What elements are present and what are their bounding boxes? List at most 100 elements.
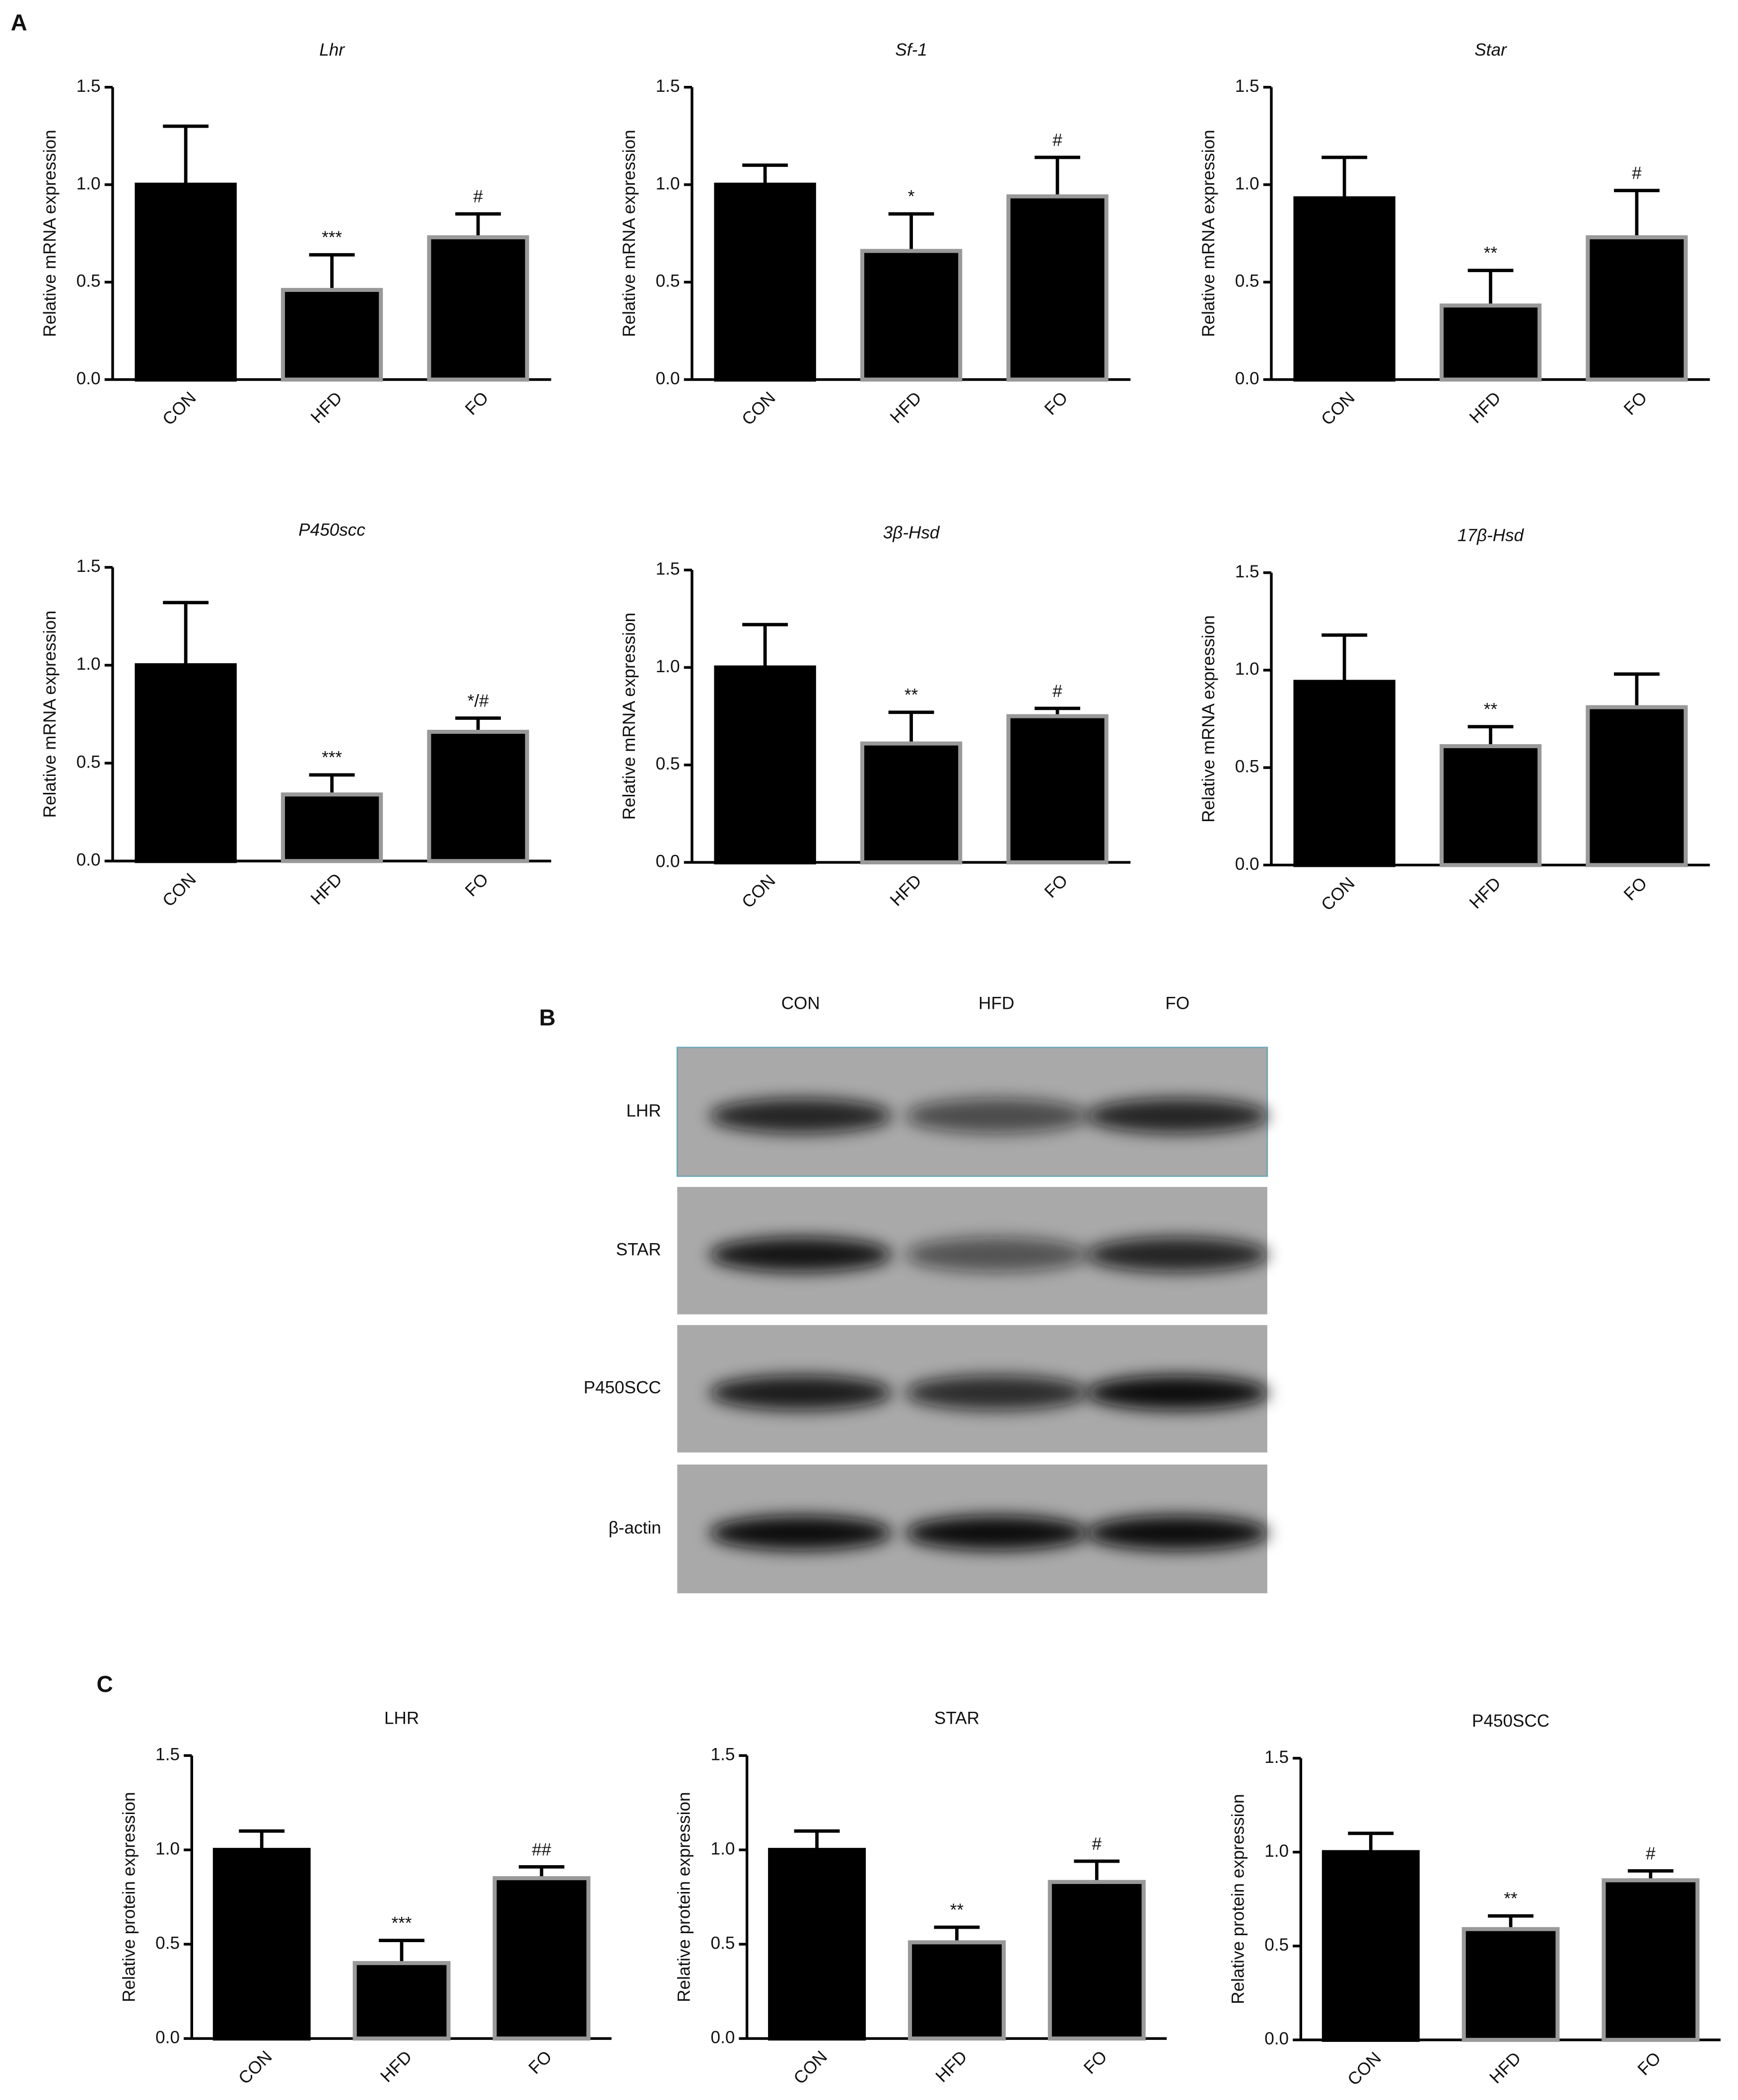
x-tick-label: HFD (307, 388, 346, 427)
y-tick-label: 0.5 (711, 1933, 735, 1953)
blot-band (709, 1375, 892, 1410)
y-tick-label: 1.0 (155, 1839, 180, 1858)
y-tick-label: 1.5 (1235, 76, 1259, 96)
y-tick-label: 0.0 (711, 2028, 735, 2047)
bar (1461, 1927, 1560, 2042)
bar (280, 792, 383, 863)
blot-band (1086, 1375, 1269, 1410)
y-tick-label: 0.5 (76, 272, 101, 291)
x-tick-label: FO (1080, 2047, 1111, 2078)
y-tick-label: 1.0 (76, 174, 101, 193)
significance-label: ** (904, 686, 918, 705)
y-tick-label: 0.5 (155, 1933, 180, 1953)
x-tick-label: CON (1318, 874, 1359, 915)
y-axis-label: Relative protein expression (675, 1792, 694, 2002)
y-axis-label: Relative mRNA expression (620, 613, 639, 820)
bar-chart: STAR Relative protein expression 0.0 0.5 1.0… (675, 1709, 1167, 2088)
x-tick-label: HFD (886, 871, 925, 910)
y-tick-label: 0.0 (1235, 369, 1259, 388)
y-tick-label: 0.5 (1235, 757, 1259, 776)
western-blot: CON HFD FO LHR STAR P450SCC β-actin (584, 994, 1269, 1594)
y-tick-label: 1.5 (711, 1745, 735, 1764)
bar (212, 1848, 311, 2041)
y-tick-label: 0.5 (76, 752, 101, 771)
significance-label: # (1052, 131, 1062, 150)
y-tick-label: 1.5 (656, 559, 680, 578)
x-tick-label: CON (790, 2047, 831, 2088)
y-axis-label: Relative mRNA expression (40, 611, 60, 818)
y-tick-label: 0.5 (656, 272, 680, 291)
y-tick-label: 0.0 (656, 851, 680, 871)
chart-title: STAR (934, 1709, 979, 1728)
y-axis-label: Relative mRNA expression (1199, 615, 1218, 823)
x-tick-label: HFD (1465, 388, 1505, 427)
y-tick-label: 0.0 (155, 2028, 180, 2047)
chart-title: P450scc (298, 520, 365, 540)
significance-label: *** (322, 748, 342, 768)
x-tick-label: FO (525, 2047, 556, 2078)
bar (135, 182, 237, 382)
significance-label: # (1646, 1844, 1656, 1863)
y-tick-label: 0.0 (1264, 2029, 1289, 2048)
bar (1047, 1880, 1146, 2041)
blot-band (709, 1515, 892, 1550)
bar-chart: LHR Relative protein expression 0.0 0.5 1.0 1… (119, 1709, 612, 2088)
y-tick-label: 1.0 (1235, 174, 1259, 193)
blot-band (905, 1098, 1088, 1133)
panel-label: B (539, 1004, 556, 1030)
bar (1439, 303, 1542, 382)
bar (1293, 680, 1395, 867)
significance-label: * (908, 187, 915, 207)
bar (427, 235, 529, 382)
x-tick-label: FO (1620, 388, 1651, 419)
blot-band (1086, 1515, 1269, 1550)
y-tick-label: 1.5 (76, 557, 101, 576)
x-tick-label: FO (1041, 388, 1071, 419)
y-tick-label: 1.0 (76, 654, 101, 674)
significance-label: # (1092, 1834, 1102, 1854)
protein-label: β-actin (609, 1518, 661, 1538)
bar (907, 1940, 1006, 2041)
bar-chart: Star Relative mRNA expression 0.0 0.5 1.0 1.5… (1199, 40, 1710, 429)
bar (492, 1876, 591, 2041)
x-tick-label: HFD (1486, 2048, 1525, 2088)
bar (1586, 235, 1688, 382)
significance-label: ** (1484, 244, 1498, 263)
x-tick-label: FO (1634, 2048, 1665, 2079)
bar (135, 663, 237, 863)
y-tick-label: 1.0 (711, 1839, 735, 1858)
chart-title: LHR (384, 1709, 419, 1728)
chart-title: P450SCC (1472, 1711, 1549, 1731)
bar (280, 287, 383, 382)
blot-band (1086, 1098, 1269, 1133)
significance-label: ** (1484, 700, 1498, 719)
bar-chart: 17β-Hsd Relative mRNA expression 0.0 0.5 1.0… (1199, 526, 1710, 914)
y-tick-label: 0.0 (1235, 854, 1259, 874)
significance-label: ** (950, 1900, 964, 1920)
chart-title: Star (1474, 40, 1507, 60)
x-tick-label: FO (461, 388, 492, 419)
y-tick-label: 0.5 (656, 754, 680, 773)
bar-chart: 3β-Hsd Relative mRNA expression 0.0 0.5 1.0 1… (620, 523, 1131, 912)
x-tick-label: HFD (377, 2047, 416, 2086)
x-tick-label: CON (1344, 2048, 1385, 2090)
bar (714, 182, 816, 382)
y-tick-label: 1.5 (656, 76, 680, 96)
blot-band (709, 1098, 892, 1133)
y-axis-label: Relative protein expression (119, 1792, 139, 2002)
x-tick-label: HFD (1465, 874, 1505, 913)
bar (1321, 1850, 1420, 2042)
x-tick-label: FO (461, 869, 492, 900)
bar-chart: P450scc Relative mRNA expression 0.0 0.5 1.0… (40, 520, 552, 910)
y-axis-label: Relative protein expression (1228, 1794, 1248, 2004)
blot-band (905, 1237, 1088, 1272)
bar (1601, 1878, 1700, 2042)
x-tick-label: HFD (886, 388, 925, 427)
x-tick-label: FO (1620, 874, 1651, 905)
bar (768, 1848, 866, 2041)
bar-chart: Sf-1 Relative mRNA expression 0.0 0.5 1.0 1.5… (620, 40, 1131, 429)
bar (1293, 196, 1395, 382)
protein-label: P450SCC (584, 1378, 661, 1398)
y-tick-label: 1.5 (1235, 562, 1259, 581)
